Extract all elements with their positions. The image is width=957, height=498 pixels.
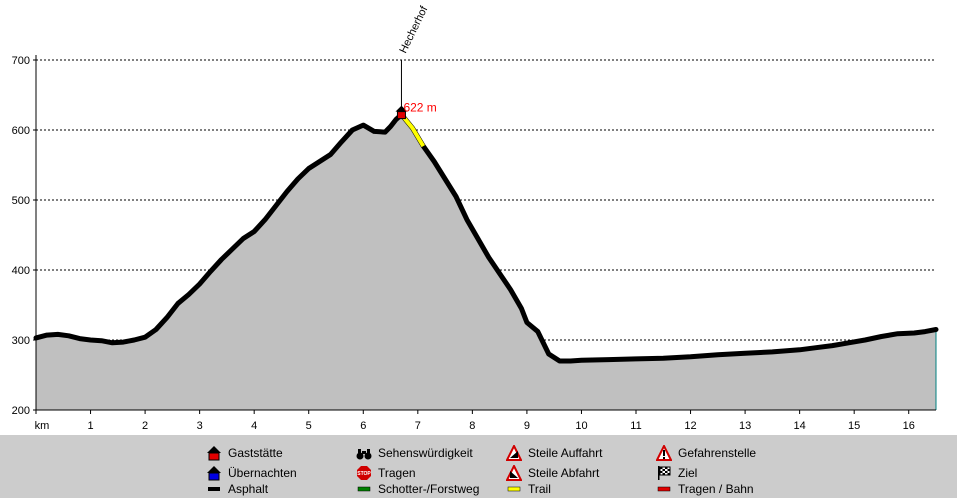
x-tick-label: 7 [415,420,421,432]
legend-label: Gefahrenstelle [678,446,757,460]
legend-item-asphalt: Asphalt [206,481,268,497]
grid-lines [36,59,936,341]
legend-item-tragen: STOP Tragen [356,465,416,481]
legend-item-ziel: Ziel [656,465,697,481]
legend-item-gefahrenstelle: Gefahrenstelle [656,445,756,461]
svg-text:STOP: STOP [357,471,371,477]
marker-elevation-label: 622 m [403,101,436,115]
y-tick-label: 700 [12,55,30,67]
x-tick-label: 12 [684,420,696,432]
legend-label: Gaststätte [228,446,283,460]
y-tick-label: 200 [12,405,30,417]
legend: Gaststätte Sehenswürdigkeit Steile Auffa… [0,435,957,498]
y-tick-label: 400 [12,265,30,277]
finish-flag-icon [656,465,672,481]
legend-item-schotter: Schotter-/Forstweg [356,481,479,497]
black-swatch-icon [206,481,222,497]
legend-label: Steile Abfahrt [528,466,600,480]
marker-house-body [396,111,406,120]
legend-label: Asphalt [228,482,269,496]
y-tick-label: 600 [12,125,30,137]
x-tick-label: 13 [739,420,751,432]
house-red-icon [206,445,222,461]
legend-item-uebernachten: Übernachten [206,465,297,481]
elevation-area [33,112,939,410]
house-red-icon [395,105,408,112]
x-tick-label: 14 [794,420,806,432]
legend-label: Übernachten [228,466,297,480]
x-tick-label: 1 [87,420,93,432]
y-tick-label: 500 [12,195,30,207]
x-tick-label: 9 [524,420,530,432]
binoculars-icon [356,445,372,461]
poi-marker: Hecherhof 622 m [395,4,437,120]
legend-item-trail: Trail [506,481,551,497]
legend-label: Tragen [378,466,416,480]
stop-icon: STOP [356,465,372,481]
x-tick-label: 5 [306,420,312,432]
legend-item-steile-auffahrt: Steile Auffahrt [506,445,603,461]
legend-label: Trail [528,482,551,496]
marker-name-label: Hecherhof [397,4,430,56]
yellow-swatch-icon [506,481,522,497]
legend-item-tragen-bahn: Tragen / Bahn [656,481,754,497]
y-tick-label: 300 [12,335,30,347]
legend-item-gaststaette: Gaststätte [206,445,283,461]
x-tick-label: 3 [197,420,203,432]
danger-icon [656,445,672,461]
legend-label: Sehenswürdigkeit [378,446,473,460]
steep-down-icon [506,465,522,481]
x-tick-label: 6 [360,420,366,432]
legend-label: Schotter-/Forstweg [378,482,480,496]
steep-up-icon [506,445,522,461]
house-blue-icon [206,465,222,481]
x-tick-label: 4 [251,420,257,432]
elevation-fill [36,114,936,410]
x-tick-label: 2 [142,420,148,432]
legend-label: Tragen / Bahn [678,482,754,496]
x-tick-label: 8 [469,420,475,432]
legend-item-steile-abfahrt: Steile Abfahrt [506,465,599,481]
x-tick-label: 11 [630,420,641,432]
x-tick-label: 15 [848,420,860,432]
x-tick-label: 16 [903,420,915,432]
x-tick-label: km [35,420,50,432]
red-swatch-icon [656,481,672,497]
legend-label: Ziel [678,466,698,480]
legend-label: Steile Auffahrt [528,446,603,460]
legend-item-sehenswuerdigkeit: Sehenswürdigkeit [356,445,473,461]
green-swatch-icon [356,481,372,497]
x-tick-label: 10 [575,420,587,432]
